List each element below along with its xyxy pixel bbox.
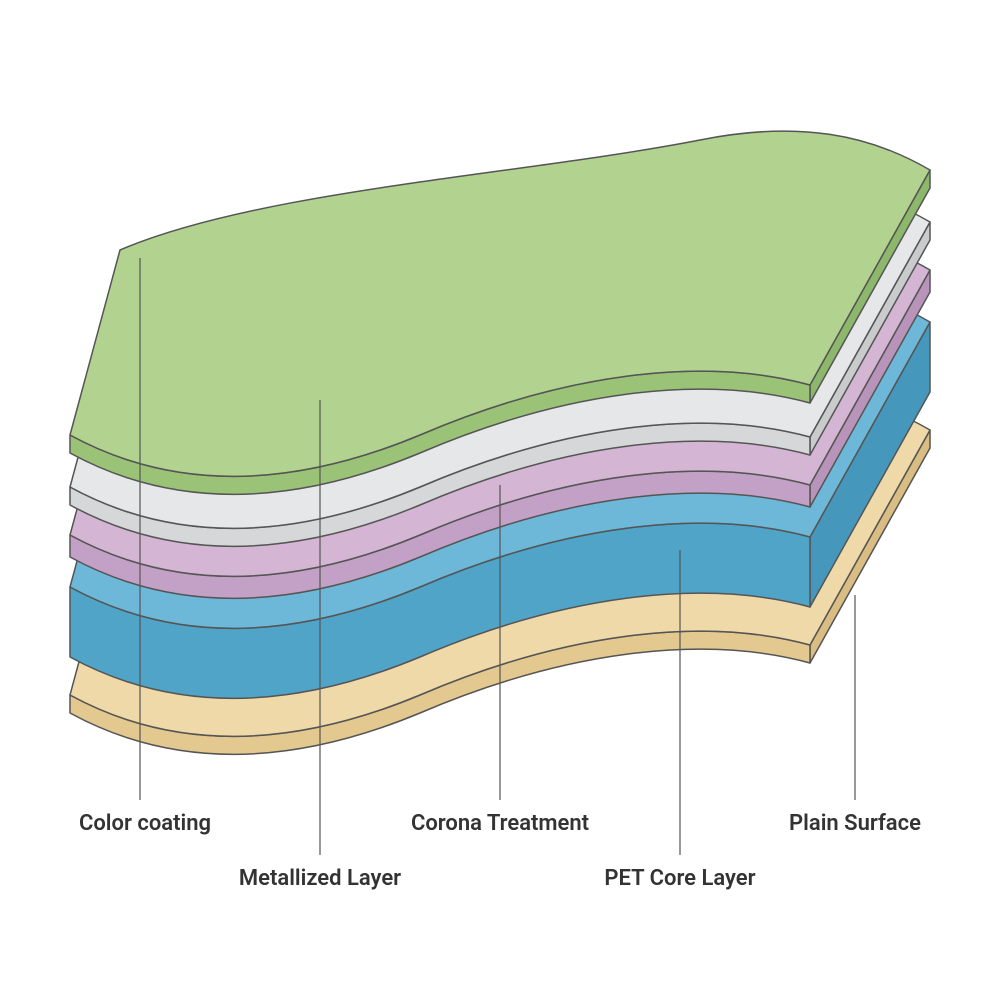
layered-material-diagram: Color coating Metallized Layer Corona Trea… xyxy=(0,0,1000,1000)
label-metallized-layer: Metallized Layer xyxy=(239,866,401,891)
label-color-coating: Color coating xyxy=(79,811,211,836)
label-pet-core-layer: PET Core Layer xyxy=(604,866,755,891)
label-plain-surface: Plain Surface xyxy=(789,811,921,836)
label-corona-treatment: Corona Treatment xyxy=(411,811,589,836)
